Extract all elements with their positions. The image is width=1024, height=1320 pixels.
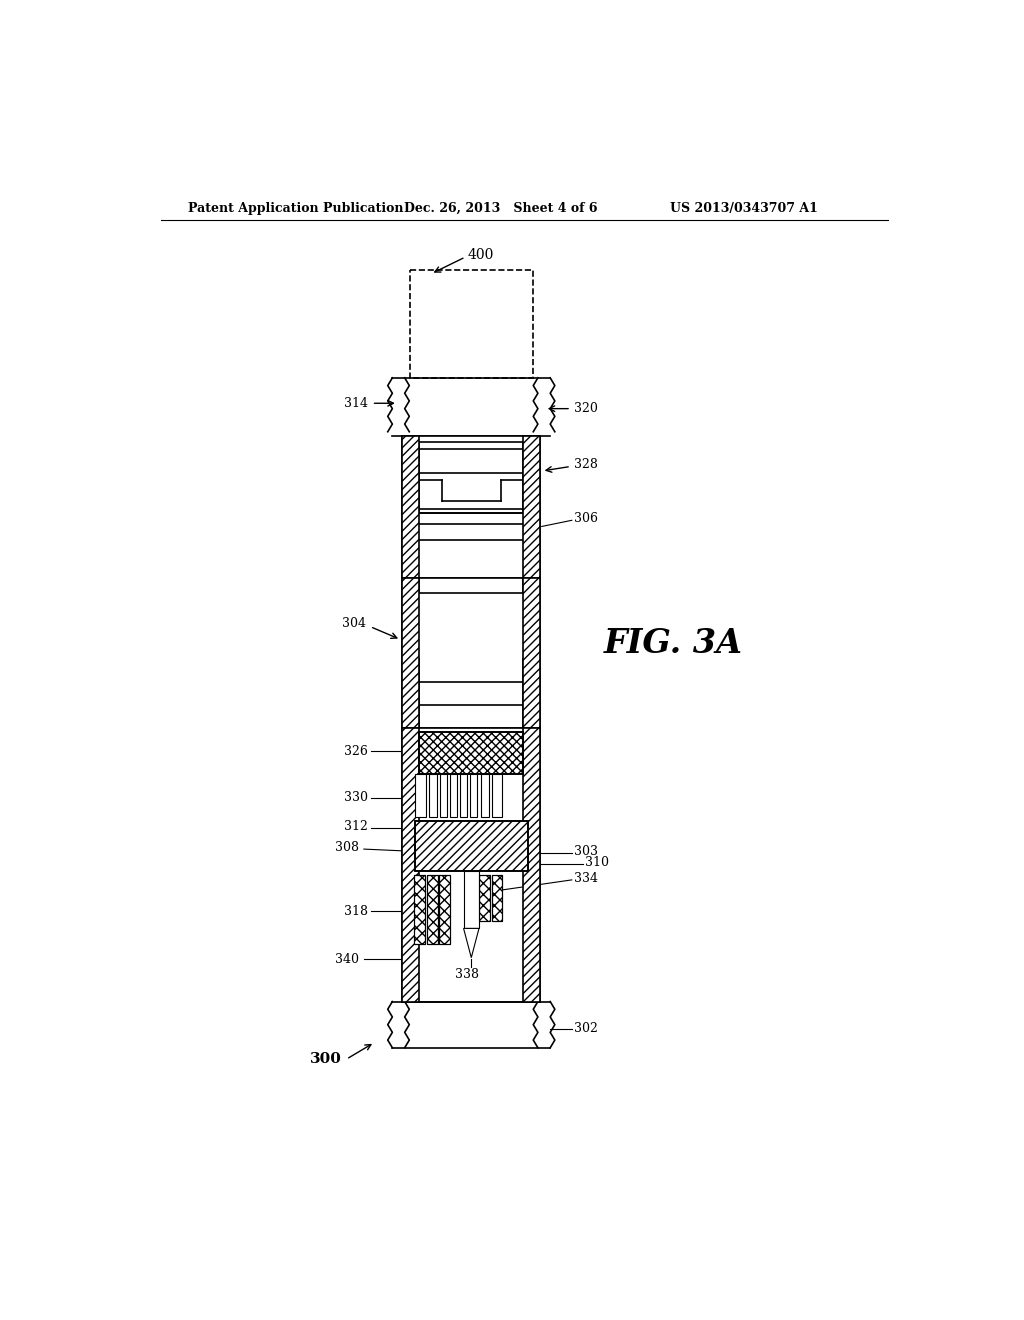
Text: Patent Application Publication: Patent Application Publication: [188, 202, 403, 215]
Bar: [492, 775, 502, 817]
Bar: [402, 436, 541, 578]
Bar: [414, 875, 425, 944]
Text: 340: 340: [335, 953, 359, 966]
Text: 303: 303: [574, 845, 598, 858]
Bar: [402, 578, 419, 729]
Bar: [415, 821, 528, 871]
Text: 314: 314: [344, 397, 368, 409]
Text: 306: 306: [574, 512, 598, 525]
Text: 328: 328: [574, 458, 598, 471]
Text: 326: 326: [344, 744, 368, 758]
Bar: [523, 578, 541, 729]
Text: 304: 304: [342, 616, 367, 630]
Bar: [402, 578, 541, 729]
Bar: [419, 733, 523, 775]
Text: 318: 318: [344, 906, 368, 917]
Bar: [492, 875, 503, 921]
Bar: [464, 871, 479, 928]
Bar: [439, 875, 451, 944]
Bar: [414, 875, 425, 944]
Bar: [427, 875, 438, 944]
Bar: [415, 821, 528, 871]
Text: 312: 312: [344, 820, 368, 833]
Text: FIG. 3A: FIG. 3A: [604, 627, 743, 660]
Bar: [523, 436, 541, 578]
Bar: [479, 875, 490, 921]
Bar: [416, 775, 426, 817]
Text: US 2013/0343707 A1: US 2013/0343707 A1: [670, 202, 817, 215]
Bar: [470, 775, 477, 817]
Bar: [481, 775, 488, 817]
Bar: [440, 775, 447, 817]
Text: 338: 338: [456, 968, 479, 981]
Text: 300: 300: [310, 1052, 342, 1067]
Bar: [492, 875, 503, 921]
Bar: [439, 875, 451, 944]
Polygon shape: [464, 928, 479, 958]
Bar: [460, 775, 467, 817]
Text: 308: 308: [335, 841, 359, 854]
Bar: [523, 729, 541, 1002]
Bar: [451, 775, 457, 817]
Text: 310: 310: [585, 857, 609, 870]
Bar: [402, 729, 419, 1002]
Bar: [402, 729, 541, 1002]
Bar: [419, 733, 523, 775]
Text: 320: 320: [574, 403, 598, 416]
Bar: [427, 875, 438, 944]
Text: 400: 400: [468, 248, 495, 261]
Bar: [479, 875, 490, 921]
Text: 302: 302: [574, 1022, 598, 1035]
Text: Dec. 26, 2013   Sheet 4 of 6: Dec. 26, 2013 Sheet 4 of 6: [403, 202, 597, 215]
Bar: [402, 436, 419, 578]
Text: 330: 330: [344, 791, 368, 804]
Text: 334: 334: [574, 871, 598, 884]
Bar: [429, 775, 437, 817]
